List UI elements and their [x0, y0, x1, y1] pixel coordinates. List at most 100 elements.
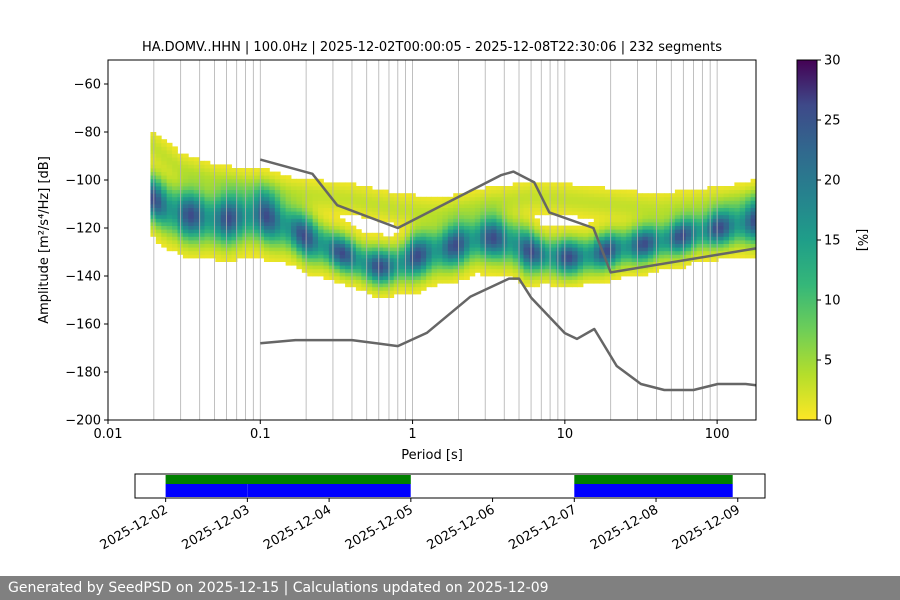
psd-cell: [550, 265, 557, 270]
psd-cell: [572, 247, 578, 252]
psd-cell: [496, 254, 503, 259]
psd-cell: [739, 218, 746, 223]
psd-cell: [750, 236, 757, 241]
psd-cell: [637, 214, 643, 219]
psd-cell: [226, 236, 232, 241]
psd-cell: [534, 272, 541, 277]
psd-cell: [312, 225, 319, 230]
psd-cell: [523, 279, 530, 284]
psd-cell: [464, 272, 470, 277]
psd-cell: [480, 229, 487, 234]
psd-cell: [155, 193, 162, 198]
psd-cell: [485, 265, 492, 270]
psd-cell: [539, 276, 546, 280]
psd-cell: [318, 225, 324, 230]
psd-cell: [404, 283, 411, 288]
psd-cell: [161, 204, 168, 208]
psd-cell: [350, 272, 357, 277]
psd-cell: [361, 196, 368, 201]
psd-cell: [334, 186, 341, 190]
psd-cell: [301, 232, 308, 237]
psd-cell: [247, 240, 254, 244]
psd-cell: [582, 236, 589, 241]
psd-cell: [718, 222, 724, 226]
psd-cell: [545, 265, 551, 270]
psd-cell: [626, 204, 633, 208]
psd-cell: [361, 236, 368, 241]
psd-cell: [453, 279, 460, 284]
psd-cell: [345, 225, 351, 230]
psd-cell: [523, 182, 530, 187]
psd-cell: [296, 182, 303, 187]
psd-cell: [334, 207, 341, 212]
psd-cell: [674, 240, 681, 244]
psd-cell: [339, 265, 346, 270]
psd-cell: [712, 193, 719, 198]
psd-cell: [280, 225, 287, 230]
psd-cell: [426, 283, 432, 288]
psd-cell: [501, 207, 508, 212]
psd-cell: [339, 268, 346, 273]
psd-cell: [155, 157, 162, 162]
psd-cell: [420, 261, 427, 266]
psd-cell: [588, 279, 595, 284]
psd-cell: [204, 229, 211, 234]
psd-cell: [507, 207, 514, 212]
psd-cell: [350, 276, 357, 280]
psd-cell: [350, 240, 357, 244]
psd-cell: [626, 196, 633, 201]
psd-cell: [172, 204, 178, 208]
psd-cell: [247, 175, 254, 180]
psd-cell: [350, 268, 357, 273]
psd-cell: [188, 225, 195, 230]
psd-cell: [480, 268, 487, 273]
psd-cell: [599, 200, 606, 205]
psd-cell: [172, 175, 178, 180]
psd-cell: [350, 196, 357, 201]
psd-cell: [474, 229, 481, 234]
psd-cell: [528, 258, 535, 262]
psd-cell: [555, 204, 562, 208]
psd-cell: [388, 294, 395, 298]
y-tick-label: −180: [65, 366, 101, 381]
psd-cell: [588, 204, 595, 208]
psd-cell: [464, 232, 470, 237]
psd-cell: [631, 247, 638, 252]
psd-cell: [518, 268, 524, 273]
psd-cell: [528, 218, 535, 223]
psd-cell: [274, 200, 281, 205]
psd-cell: [166, 186, 173, 190]
psd-cell: [615, 258, 622, 262]
psd-cell: [610, 258, 616, 262]
psd-cell: [599, 240, 606, 244]
psd-cell: [199, 160, 205, 165]
psd-cell: [377, 247, 384, 252]
psd-cell: [534, 218, 541, 223]
psd-cell: [372, 247, 378, 252]
psd-cell: [258, 200, 265, 205]
psd-cell: [485, 250, 492, 255]
psd-cell: [610, 232, 616, 237]
psd-cell: [372, 232, 378, 237]
psd-cell: [182, 153, 189, 158]
psd-cell: [393, 218, 400, 223]
psd-cell: [161, 196, 168, 201]
psd-cell: [193, 200, 200, 205]
psd-cell: [599, 229, 606, 234]
psd-cell: [534, 243, 541, 248]
psd-cell: [555, 207, 562, 212]
psd-cell: [204, 222, 211, 226]
psd-cell: [453, 268, 460, 273]
psd-cell: [209, 250, 216, 255]
psd-cell: [566, 258, 573, 262]
psd-cell: [664, 193, 670, 198]
psd-cell: [382, 258, 389, 262]
psd-cell: [674, 229, 681, 234]
psd-cell: [577, 232, 584, 237]
psd-cell: [209, 254, 216, 259]
psd-cell: [366, 276, 373, 280]
psd-cell: [474, 225, 481, 230]
psd-cell: [307, 236, 314, 241]
psd-cell: [615, 204, 622, 208]
psd-cell: [545, 261, 551, 266]
